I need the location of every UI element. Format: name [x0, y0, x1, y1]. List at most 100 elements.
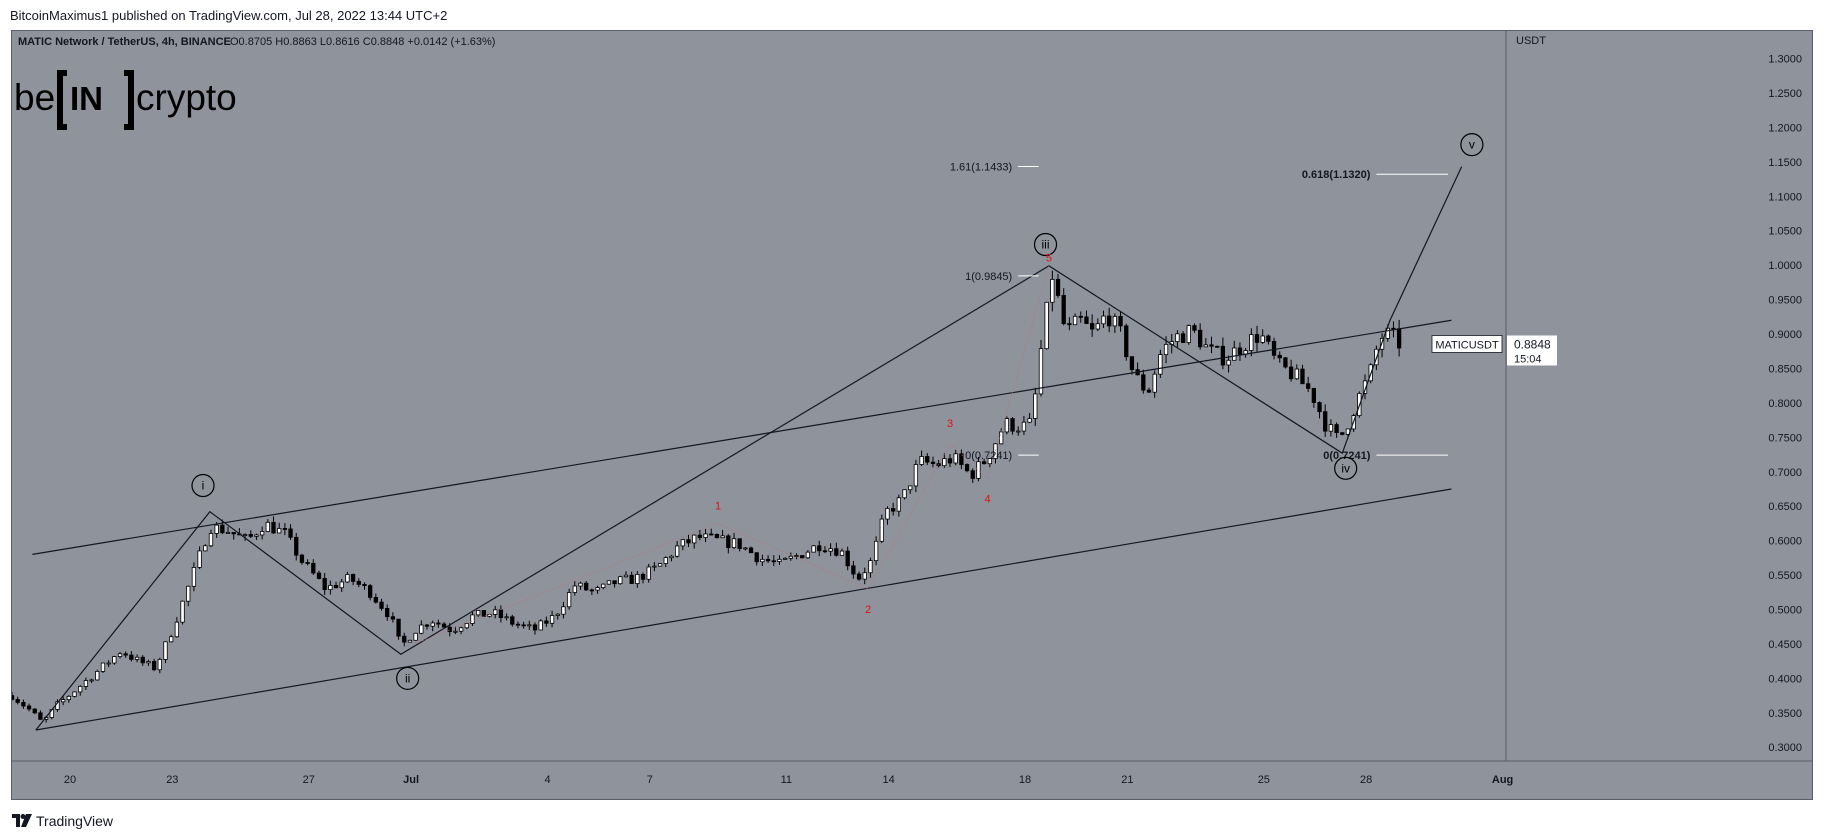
candle-up [1101, 315, 1106, 325]
ohlc-change: +0.0142 (+1.63%) [404, 36, 495, 48]
y-tick-label: 0.4000 [1768, 673, 1802, 685]
candle-up [1294, 368, 1299, 380]
candle-up [652, 565, 657, 568]
fib-label: 0.618(1.1320) [1302, 169, 1371, 181]
candle-up [470, 614, 475, 624]
wave-label-circle [1033, 232, 1058, 257]
time-axis[interactable]: 20 23 27 Jul 4 7 11 14 18 21 25 28 Aug [12, 760, 1812, 799]
fib-label: 1(0.9845) [965, 271, 1012, 283]
candle-down [38, 712, 43, 720]
candle-down [964, 464, 970, 472]
candle-up [453, 630, 458, 633]
candle-down [930, 461, 936, 465]
candle-down [584, 582, 589, 591]
candle-down [390, 616, 396, 620]
candle-up [345, 574, 350, 583]
price-chart[interactable]: USDT 0.3000 0.3500 0.4000 0.4500 0.5000 0.5500… [12, 31, 1812, 799]
candle-down [396, 618, 401, 637]
tradingview-logo-icon[interactable] [12, 814, 32, 827]
candle-up [242, 534, 248, 536]
candle-down [288, 528, 293, 538]
price-axis[interactable]: USDT 0.3000 0.3500 0.4000 0.4500 0.5000 0.5500… [1431, 31, 1812, 799]
y-tick-label: 1.2500 [1768, 88, 1802, 100]
candle-up [134, 656, 140, 660]
wave-label-circle [1460, 133, 1484, 157]
candle-up [760, 558, 765, 563]
candle-up [328, 585, 333, 590]
becrypto-watermark: be IN crypto [14, 70, 237, 130]
candle-up [595, 587, 600, 591]
fib-levels[interactable]: 1.61(1.1433) 1(0.9845) 0(0.7241) 0.618(1.13… [950, 161, 1449, 462]
candle-down [981, 461, 987, 465]
candle-up [112, 656, 117, 664]
watermark-be: be [14, 77, 55, 118]
wave-label-circle [1334, 456, 1358, 480]
candle-down [481, 610, 486, 617]
y-tick-label: 0.9500 [1768, 295, 1802, 307]
candle-up [896, 497, 901, 512]
candle-up [680, 539, 685, 547]
tradingview-brand[interactable]: TradingView [36, 813, 114, 829]
candle-up [214, 524, 219, 534]
candle-up [1152, 373, 1157, 393]
candle-up [623, 574, 629, 578]
ohlc-c: C0.8848 [360, 36, 405, 48]
candle-down [441, 623, 447, 628]
last-price: 0.8848 [1514, 337, 1551, 351]
chart-frame[interactable]: USDT 0.3000 0.3500 0.4000 0.4500 0.5000 0.5500… [11, 30, 1813, 800]
candle-down [123, 653, 128, 656]
candle-down [1118, 316, 1123, 327]
candle-up [1260, 335, 1265, 343]
x-tick-label: 27 [303, 774, 315, 786]
candle-down [947, 458, 953, 464]
candle-down [1084, 316, 1089, 324]
candle-down [424, 624, 430, 627]
candle-down [1067, 323, 1072, 326]
candle-down [316, 572, 322, 579]
wave-label-circle [191, 473, 215, 498]
candle-up [1158, 354, 1163, 375]
candle-down [1220, 345, 1226, 366]
candle-up [1112, 316, 1118, 327]
candle-down [1129, 356, 1135, 371]
candle-down [1334, 424, 1339, 434]
minor-wave-label-1: 1 [715, 501, 721, 513]
candle-up [106, 662, 111, 665]
x-tick-label: 20 [64, 774, 76, 786]
candle-down [26, 705, 32, 710]
candle-up [527, 624, 532, 627]
candle-down [1107, 315, 1112, 327]
candle-up [783, 557, 788, 560]
wave-label-i: i [202, 479, 205, 493]
publisher-text: BitcoinMaximus1 published on TradingView… [10, 8, 448, 23]
candle-down [640, 574, 646, 580]
candle-up [186, 585, 191, 602]
wave-label-ii: ii [405, 671, 410, 685]
wave-label-v: v [1469, 138, 1475, 152]
candle-up [146, 661, 151, 664]
x-tick-label: 25 [1258, 774, 1270, 786]
y-tick-label: 0.8500 [1768, 363, 1802, 375]
candle-up [1016, 430, 1021, 433]
candle-up [163, 641, 168, 660]
y-tick-label: 0.6500 [1768, 501, 1802, 513]
channel-lines[interactable] [32, 319, 1452, 731]
candle-up [487, 613, 492, 617]
candle-down [1089, 323, 1095, 330]
candle-up [538, 620, 543, 631]
candle-down [21, 701, 26, 707]
candle-down [851, 565, 856, 575]
ohlc-o: O0.8705 [230, 36, 272, 48]
minor-wave-label-5: 5 [1046, 253, 1052, 265]
wave-lines[interactable] [35, 166, 1463, 731]
candle-up [862, 572, 867, 580]
candle-up [976, 461, 981, 479]
candle-up [66, 695, 71, 700]
candle-down [447, 626, 452, 633]
candle-down [612, 580, 617, 585]
candle-down [834, 548, 839, 556]
symbol-tag [1431, 335, 1503, 353]
candle-up [1249, 334, 1254, 351]
candle-up [83, 680, 89, 687]
candle-up [117, 653, 123, 657]
